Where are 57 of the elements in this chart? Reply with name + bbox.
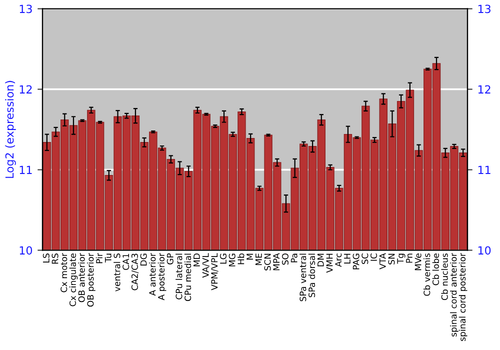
x-tick-label: MPA [273, 253, 280, 270]
x-tick-label: MG [228, 254, 236, 266]
x-tick-label: SC [362, 253, 368, 264]
x-tick-label: MVe [414, 253, 422, 270]
x-tick-label: Cb nucleus [441, 253, 448, 300]
x-tick-label: VTA [379, 253, 386, 270]
x-tick-label: VA/VL [202, 253, 210, 278]
y-axis-title: Log2 (expression) [5, 80, 16, 178]
x-tick-label: M [246, 254, 253, 260]
x-tick-label: VPM/VPL [211, 253, 218, 290]
x-tick-label: Cb vermis [423, 253, 430, 296]
x-tick-label: IC [370, 253, 378, 261]
y-tick-label: 12 [20, 85, 32, 94]
x-tick-label: CA1 [122, 254, 130, 270]
x-tick-label: Tg [397, 254, 406, 264]
x-tick-label: VMH [326, 254, 333, 273]
x-tick-label: OB posterior [87, 253, 96, 307]
x-tick-label: LH [344, 254, 350, 264]
y-tick-label: 11 [20, 166, 32, 174]
x-tick-label: Pn [406, 254, 412, 263]
x-tick-label: A anterior [149, 253, 156, 296]
x-tick-label: PAG [352, 254, 360, 270]
x-tick-label: SO [282, 254, 288, 265]
x-tick-label: ventral S [114, 254, 120, 292]
y2-tick-label: 10 [478, 246, 491, 255]
x-tick-label: A posterior [158, 253, 166, 300]
y2-tick-label: 12 [478, 85, 490, 94]
x-tick-label: Pir [96, 253, 102, 264]
x-tick-label: Pa [290, 254, 298, 262]
x-tick-label: Hb [238, 254, 244, 264]
x-tick-label: LS [42, 254, 50, 262]
x-tick-label: SPa dorsal [308, 254, 316, 298]
x-tick-label: Tu [105, 254, 112, 262]
x-tick-label: Cb lobe [432, 253, 440, 286]
x-tick-label: GP [166, 253, 174, 264]
y2-tick-label: 13 [478, 4, 490, 14]
y-tick-label: 13 [20, 4, 32, 14]
x-tick-label: ME [256, 254, 262, 266]
x-tick-label: SN [388, 254, 395, 264]
x-tick-label: spinal cord posterior [458, 253, 468, 341]
x-tick-label: CPu lateral [176, 254, 182, 300]
x-tick-label: DG [140, 254, 147, 266]
x-tick-label: SCN [264, 254, 271, 270]
x-tick-label: RS [52, 254, 58, 264]
x-tick-label: SPa ventral [300, 254, 306, 302]
x-tick-label: Cx cingulate [69, 253, 78, 306]
x-tick-label: Cx motor [60, 253, 68, 292]
x-tick-label: OB anterior [78, 253, 85, 302]
y-tick-label: 10 [20, 246, 32, 255]
x-tick-label: CPu medial [184, 254, 192, 302]
x-tick-label: spinal cord anterior [450, 253, 458, 337]
x-tick-label: LG [220, 254, 227, 264]
x-tick-label: CA2/CA3 [131, 254, 139, 290]
y2-tick-label: 11 [478, 166, 490, 174]
x-tick-label: Arc [335, 254, 342, 267]
x-tick-label: DM [318, 254, 324, 266]
x-tick-label: MD [194, 254, 200, 266]
